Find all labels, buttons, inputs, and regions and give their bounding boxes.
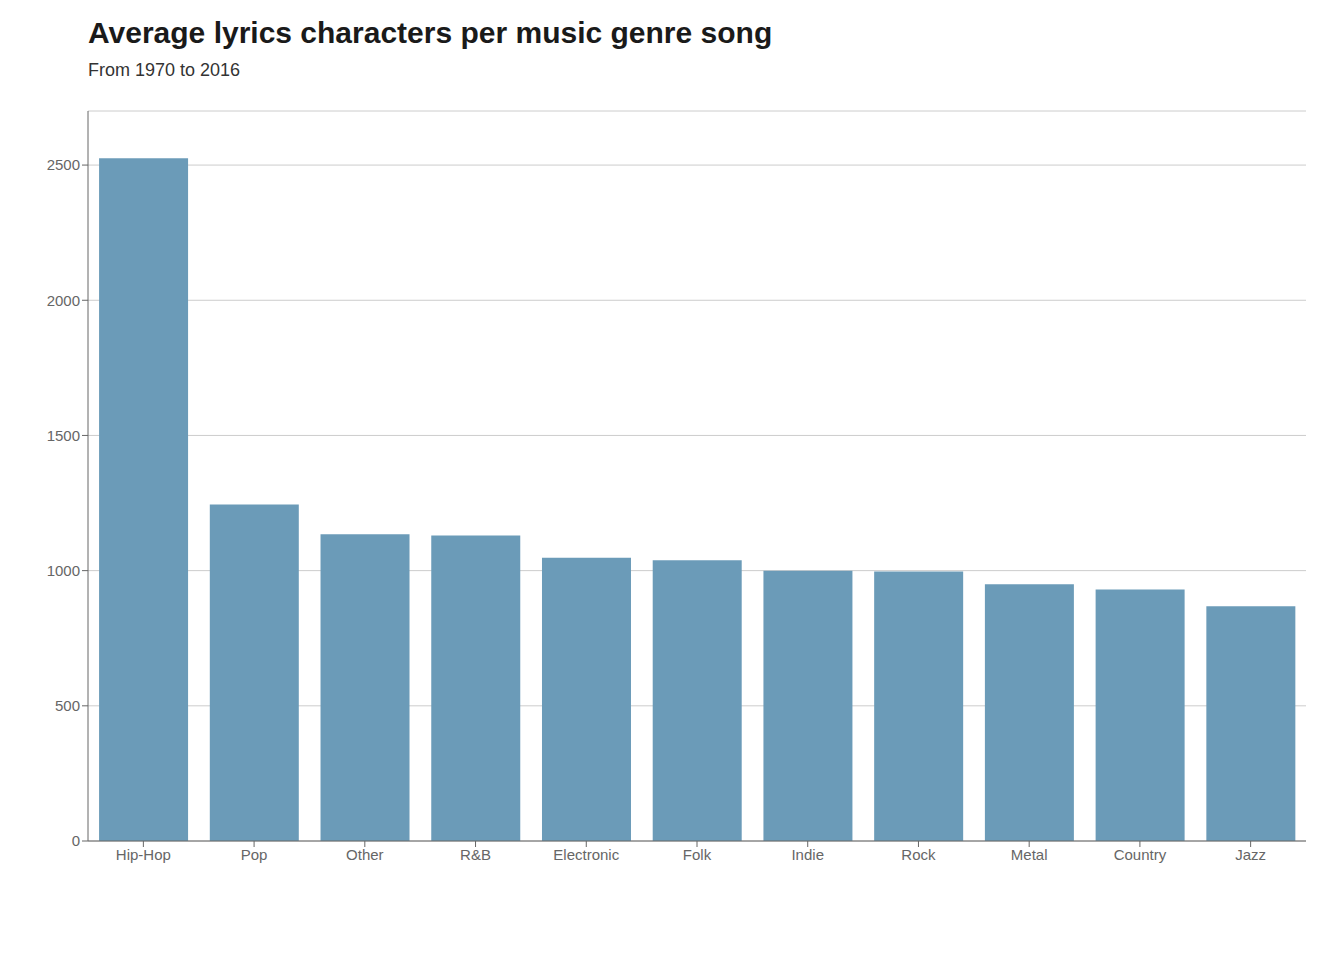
svg-text:Electronic: Electronic — [553, 846, 619, 863]
svg-text:Indie: Indie — [791, 846, 824, 863]
svg-text:Metal: Metal — [1011, 846, 1048, 863]
svg-text:Folk: Folk — [683, 846, 712, 863]
svg-text:Hip-Hop: Hip-Hop — [116, 846, 171, 863]
svg-text:0: 0 — [72, 832, 80, 849]
html-text:Average lyrics characters per: Average lyrics characters per music genr… — [88, 16, 773, 49]
svg-text:1000: 1000 — [47, 562, 80, 579]
svg-text:1500: 1500 — [47, 427, 80, 444]
svg-text:2500: 2500 — [47, 156, 80, 173]
svg-text:R&B: R&B — [460, 846, 491, 863]
svg-text:Pop: Pop — [241, 846, 268, 863]
svg-text:2000: 2000 — [47, 292, 80, 309]
html-text:From 1970 to 2016: From 1970 to 2016 — [88, 60, 241, 80]
svg-text:Jazz: Jazz — [1235, 846, 1266, 863]
svg-text:500: 500 — [55, 697, 80, 714]
svg-text:Other: Other — [346, 846, 384, 863]
svg-text:Country: Country — [1114, 846, 1167, 863]
svg-text:Rock: Rock — [901, 846, 936, 863]
